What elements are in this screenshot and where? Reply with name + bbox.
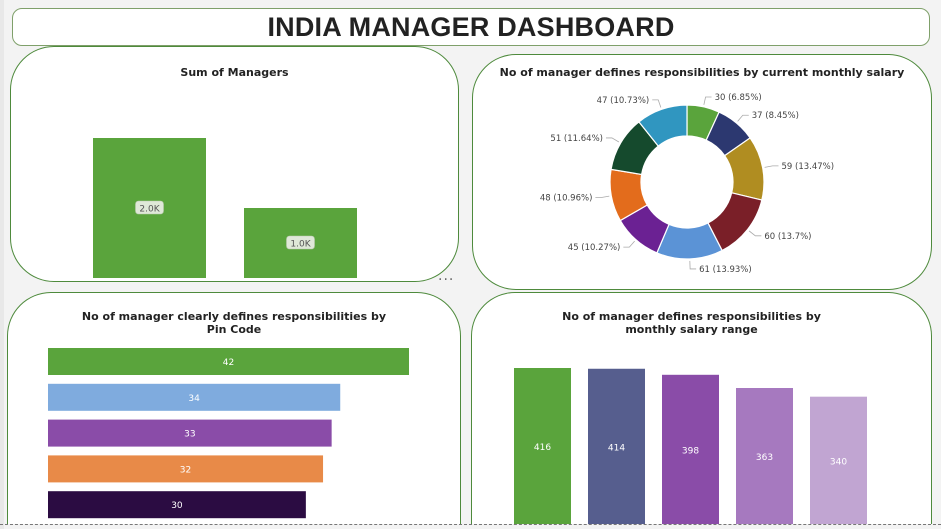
sum-bar-label-bg-1 xyxy=(286,235,315,250)
range-bar-label-1: 414 xyxy=(608,443,625,453)
sum-bar-label-bg-0 xyxy=(135,200,164,215)
salary-donut-chart: 30 (6.85%) 37 (8.45%) 59 (13.47%) 60 (13.7%… xyxy=(540,93,834,275)
donut-label-7: 51 (11.64%) xyxy=(550,134,603,144)
pincode-chart: 42 34 33 32 30 xyxy=(48,348,409,519)
donut-label-8: 47 (10.73%) xyxy=(597,96,650,106)
pin-bar-label-3: 32 xyxy=(180,465,191,475)
donut-leader-8 xyxy=(652,99,662,108)
pin-bar-0[interactable] xyxy=(48,348,409,375)
sum-managers-chart: 2.0K 1.0K xyxy=(93,138,357,278)
salary-range-chart: 416 414 398 363 340 xyxy=(514,368,867,524)
left-edge-strip xyxy=(0,0,4,529)
sum-bar-label-1: 1.0K xyxy=(290,240,311,250)
range-bar-label-3: 363 xyxy=(756,453,773,463)
range-bar-label-2: 398 xyxy=(682,446,699,456)
donut-leader-4 xyxy=(689,260,697,270)
pin-bar-label-2: 33 xyxy=(184,430,195,440)
pincode-card[interactable]: No of manager clearly defines responsibi… xyxy=(7,292,461,524)
donut-leader-1 xyxy=(737,114,749,122)
donut-label-6: 48 (10.96%) xyxy=(540,194,593,204)
pin-bar-label-1: 34 xyxy=(188,394,200,404)
pin-bar-1[interactable] xyxy=(48,383,341,411)
donut-label-3: 60 (13.7%) xyxy=(764,232,811,242)
donut-slice-8[interactable] xyxy=(638,104,688,147)
pin-bar-label-0: 42 xyxy=(223,358,234,368)
pin-bar-2[interactable] xyxy=(48,419,332,447)
donut-leader-3 xyxy=(748,230,762,237)
more-options-icon[interactable]: ··· xyxy=(438,272,455,288)
salary-donut-card[interactable]: No of manager defines responsibilities b… xyxy=(472,54,932,290)
range-bar-label-4: 340 xyxy=(830,457,847,467)
donut-leader-5 xyxy=(623,240,635,248)
donut-label-2: 59 (13.47%) xyxy=(781,162,834,172)
donut-label-1: 37 (8.45%) xyxy=(752,111,799,121)
donut-leader-2 xyxy=(764,165,779,168)
donut-leader-0 xyxy=(703,96,712,105)
salary-donut-title: No of manager defines responsibilities b… xyxy=(499,66,905,79)
dashboard-title-box: INDIA MANAGER DASHBOARD xyxy=(12,8,930,46)
dashboard-title: INDIA MANAGER DASHBOARD xyxy=(267,11,675,42)
donut-label-5: 45 (10.27%) xyxy=(568,243,621,253)
range-bar-1[interactable] xyxy=(588,368,645,524)
bottom-divider xyxy=(0,524,941,525)
donut-leader-6 xyxy=(595,195,610,198)
range-bar-0[interactable] xyxy=(514,368,571,524)
salary-range-card[interactable]: No of manager defines responsibilities b… xyxy=(471,292,932,524)
sum-bar-label-0: 2.0K xyxy=(139,205,160,215)
range-bar-4[interactable] xyxy=(810,396,867,524)
salary-range-title: No of manager defines responsibilities b… xyxy=(562,310,821,336)
pin-bar-label-4: 30 xyxy=(171,501,183,511)
donut-label-0: 30 (6.85%) xyxy=(715,93,762,103)
pincode-title: No of manager clearly defines responsibi… xyxy=(81,310,387,336)
pin-bar-3[interactable] xyxy=(48,455,324,483)
donut-leader-7 xyxy=(605,137,620,143)
range-bar-2[interactable] xyxy=(662,374,719,524)
range-bar-label-0: 416 xyxy=(534,443,551,453)
pin-bar-4[interactable] xyxy=(48,491,306,519)
range-bar-3[interactable] xyxy=(736,388,793,524)
donut-label-4: 61 (13.93%) xyxy=(699,265,752,275)
sum-managers-card[interactable]: Sum of Managers 2.0K 1.0K xyxy=(10,46,459,282)
sum-managers-title: Sum of Managers xyxy=(180,66,289,79)
